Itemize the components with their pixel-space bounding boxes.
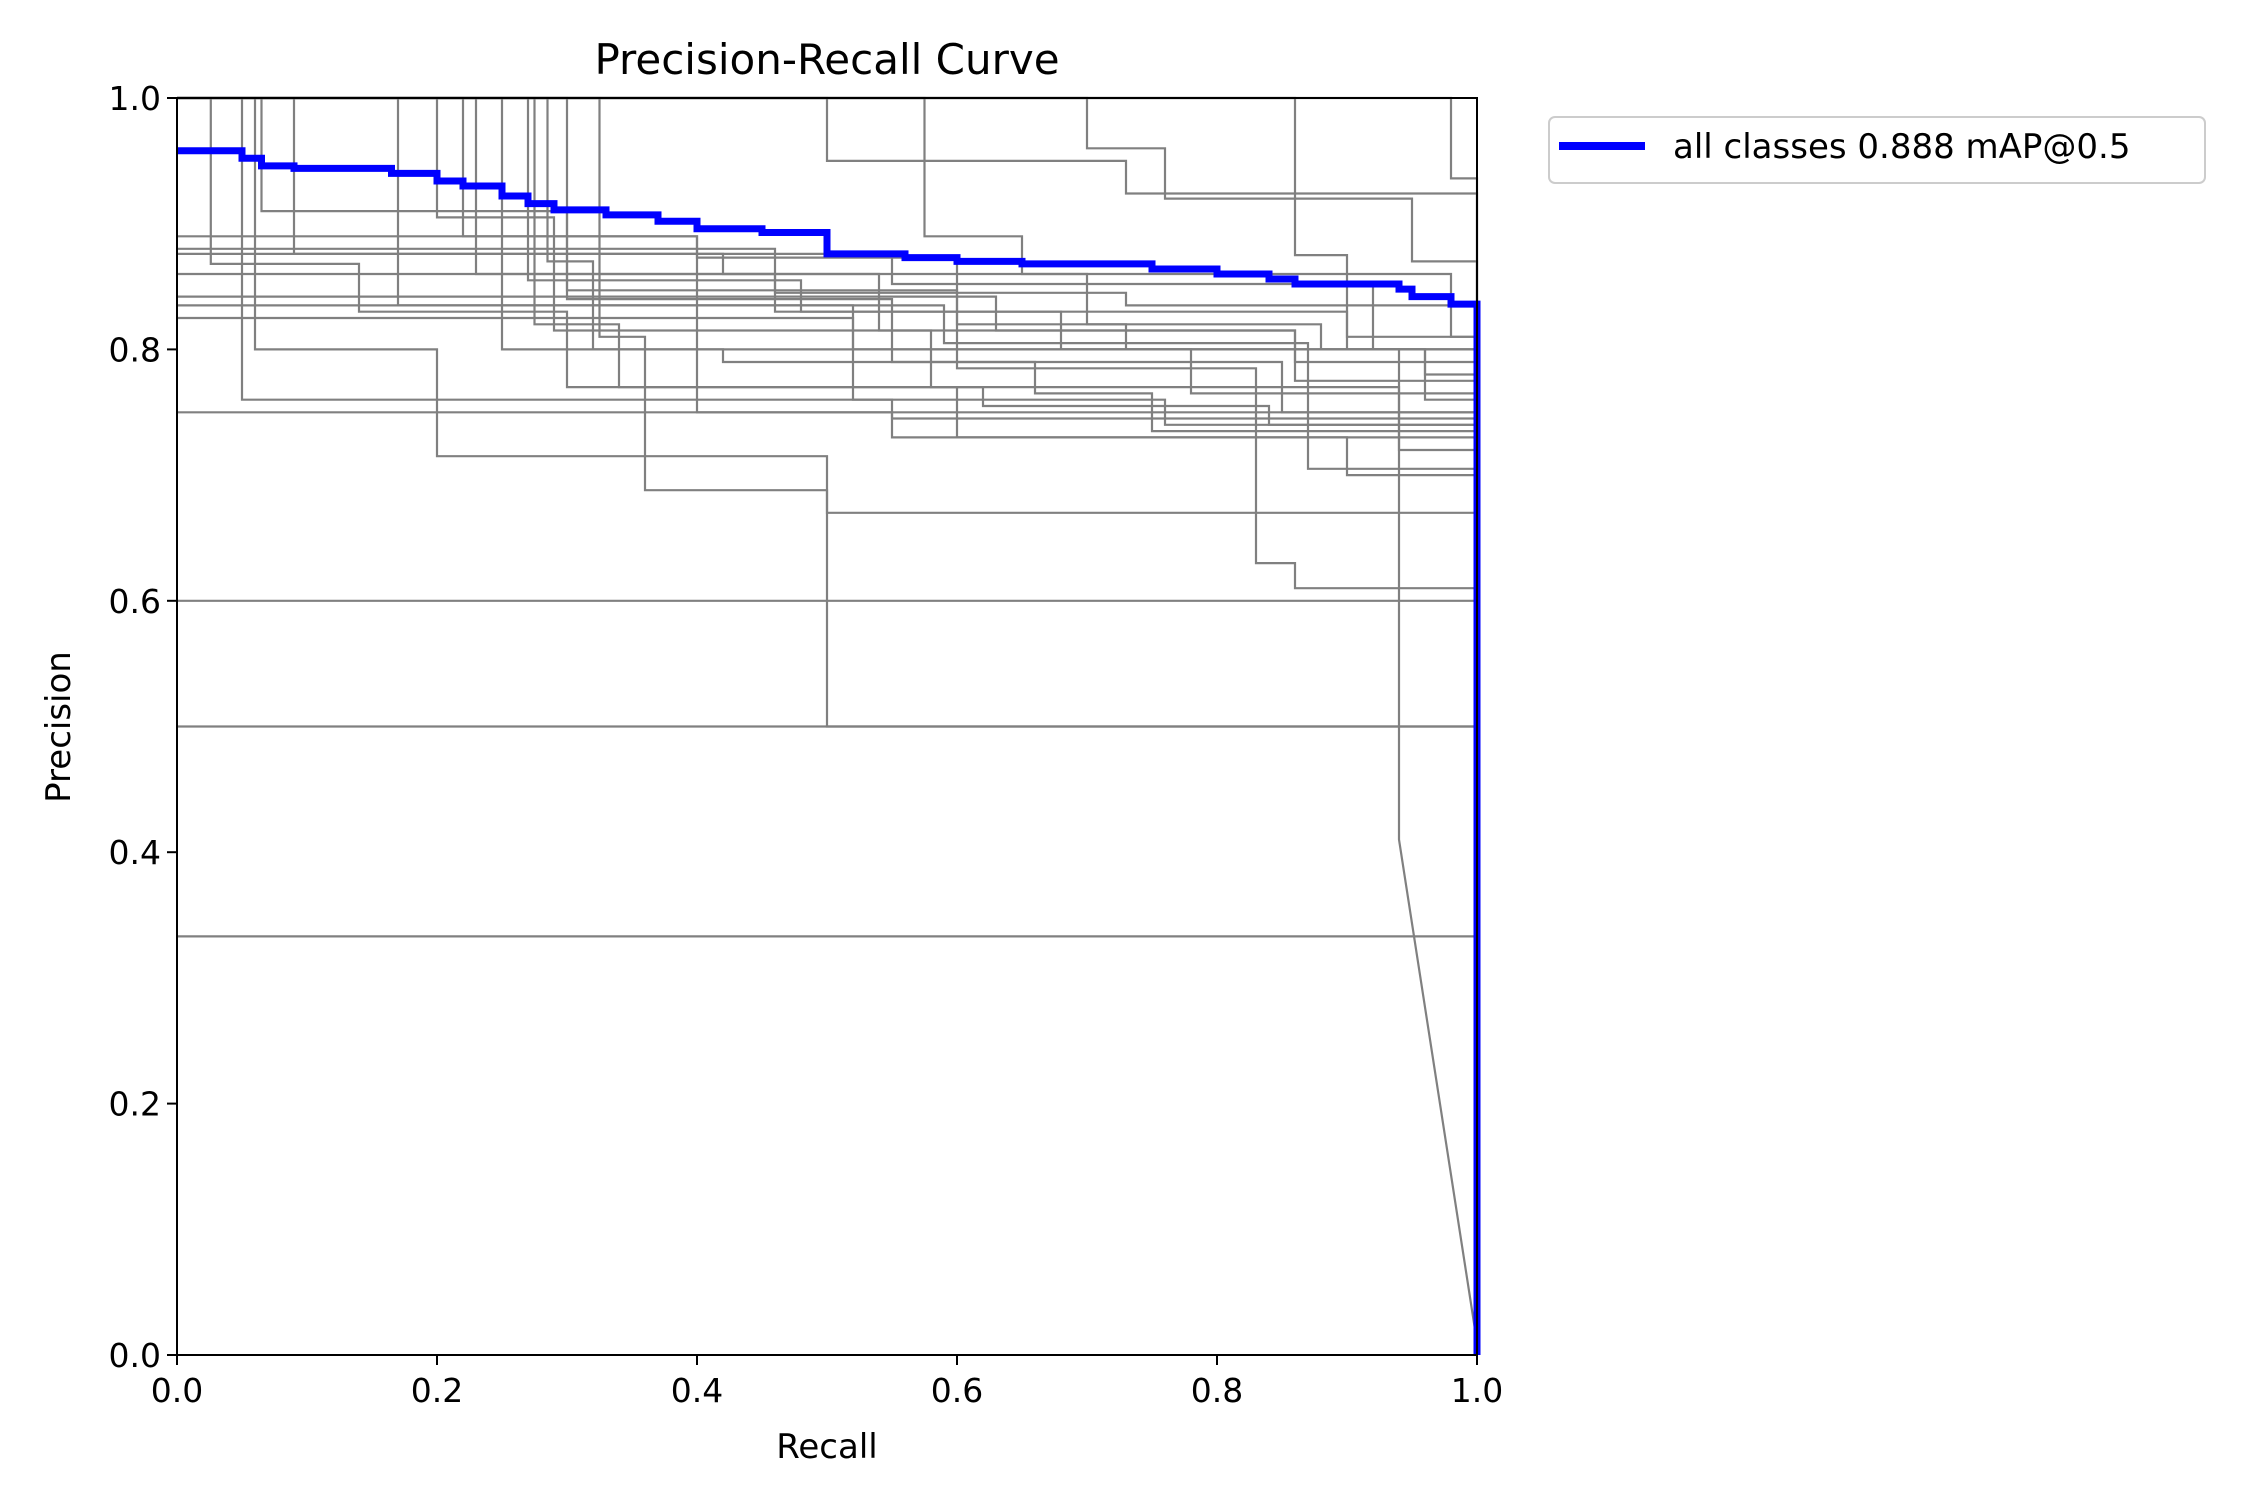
y-tick-label: 0.0 [109,1336,161,1375]
legend-label-all-classes: all classes 0.888 mAP@0.5 [1673,127,2130,167]
y-tick-label: 0.6 [109,582,161,621]
x-axis: 0.0 0.2 0.4 0.6 0.8 1.0 [151,1355,1503,1410]
aggregate-curve [177,147,1481,1355]
class-curve-13 [177,96,1479,1355]
class-curve-3 [177,96,1479,1355]
y-axis-label: Precision [39,651,79,803]
y-tick-label: 0.2 [109,1085,161,1124]
legend-box [1548,116,2206,184]
x-tick-label: 0.6 [931,1371,983,1410]
legend: all classes 0.888 mAP@0.5 [1548,116,2206,184]
y-tick-label: 1.0 [109,79,161,118]
y-tick-label: 0.4 [109,833,161,872]
x-tick-label: 0.0 [151,1371,203,1410]
x-tick-label: 1.0 [1451,1371,1503,1410]
plot-area [176,96,1481,1356]
x-tick-label: 0.4 [671,1371,723,1410]
class-curve-22 [177,247,1479,1355]
class-curve-10 [177,96,1479,1355]
y-tick-label: 0.8 [109,330,161,369]
all-classes-curve [177,147,1481,1355]
plot-frame [176,97,1478,1356]
class-curve-21 [177,235,1479,1355]
y-axis: 0.0 0.2 0.4 0.6 0.8 1.0 [109,79,177,1375]
x-tick-label: 0.8 [1191,1371,1243,1410]
x-tick-label: 0.2 [411,1371,463,1410]
x-axis-label: Recall [776,1427,877,1467]
class-curve-1 [177,96,1479,1355]
class-curve-17 [177,96,1479,1355]
class-curve-18 [177,96,1479,1355]
chart-title: Precision-Recall Curve [594,35,1059,84]
